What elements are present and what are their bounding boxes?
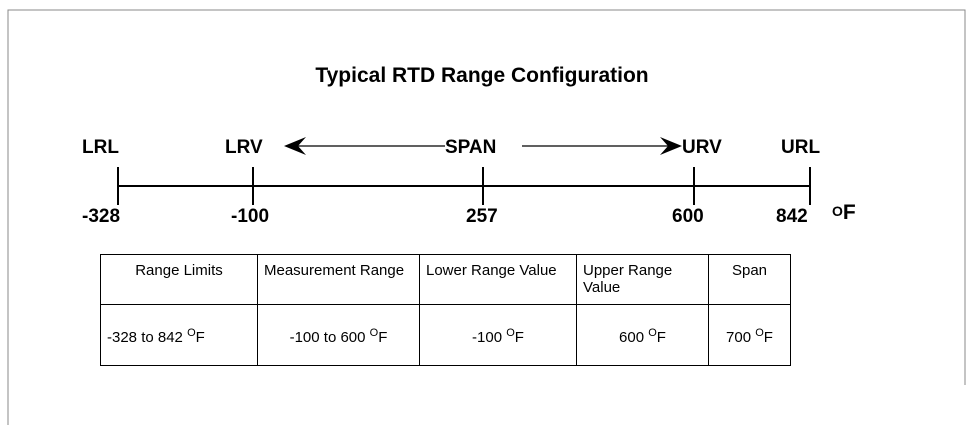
- frame: [7, 9, 966, 425]
- cell-value: 700: [726, 328, 752, 346]
- value-cell: -100 OF: [419, 304, 577, 366]
- value-cell: 700 OF: [708, 304, 791, 366]
- value-row: -328 to 842 OF -100 to 600 OF -100 OF 600 O…: [100, 304, 791, 366]
- marker-value: 257: [466, 206, 498, 227]
- cell-value: -100: [472, 328, 503, 346]
- header-cell: Measurement Range: [257, 254, 420, 305]
- cell-value: 600: [619, 328, 645, 346]
- marker-label: URL: [781, 137, 820, 158]
- arrowhead-left: [284, 137, 306, 155]
- cell-unit-sup: O: [187, 326, 196, 339]
- header-cell: Upper Range Value: [576, 254, 709, 305]
- header-cell: Range Limits: [100, 254, 258, 305]
- header-cell: Lower Range Value: [419, 254, 577, 305]
- value-cell: -328 to 842 OF: [100, 304, 258, 366]
- arrowhead-right: [660, 137, 682, 155]
- cell-unit: F: [656, 328, 666, 346]
- marker-value: -100: [231, 206, 269, 227]
- unit-sup: O: [832, 203, 843, 219]
- cell-unit: F: [763, 328, 773, 346]
- cell-unit-sup: O: [369, 326, 379, 339]
- title: Typical RTD Range Configuration: [315, 64, 648, 87]
- axis-unit: OF: [832, 201, 856, 224]
- cell-unit: F: [514, 328, 524, 346]
- value-cell: 600 OF: [576, 304, 709, 366]
- marker-label: URV: [682, 137, 722, 158]
- unit: F: [843, 201, 856, 224]
- cell-unit: F: [195, 328, 205, 346]
- cell-unit-sup: O: [648, 326, 657, 339]
- value-cell: -100 to 600 OF: [257, 304, 420, 366]
- cell-unit-sup: O: [755, 326, 764, 339]
- marker-value: 600: [672, 206, 704, 227]
- cell-unit-sup: O: [506, 326, 515, 339]
- range-table: Range Limits Measurement Range Lower Range…: [100, 254, 791, 366]
- cell-value: -328 to 842: [107, 328, 183, 346]
- cell-unit: F: [378, 328, 388, 346]
- marker-value: 842: [776, 206, 808, 227]
- marker-label: LRL: [82, 137, 119, 158]
- marker-label: LRV: [225, 137, 263, 158]
- marker-label: SPAN: [445, 137, 496, 158]
- header-cell: Span: [708, 254, 791, 305]
- cell-value: -100 to 600: [289, 328, 366, 346]
- header-row: Range Limits Measurement Range Lower Range…: [100, 254, 791, 305]
- marker-value: -328: [82, 206, 120, 227]
